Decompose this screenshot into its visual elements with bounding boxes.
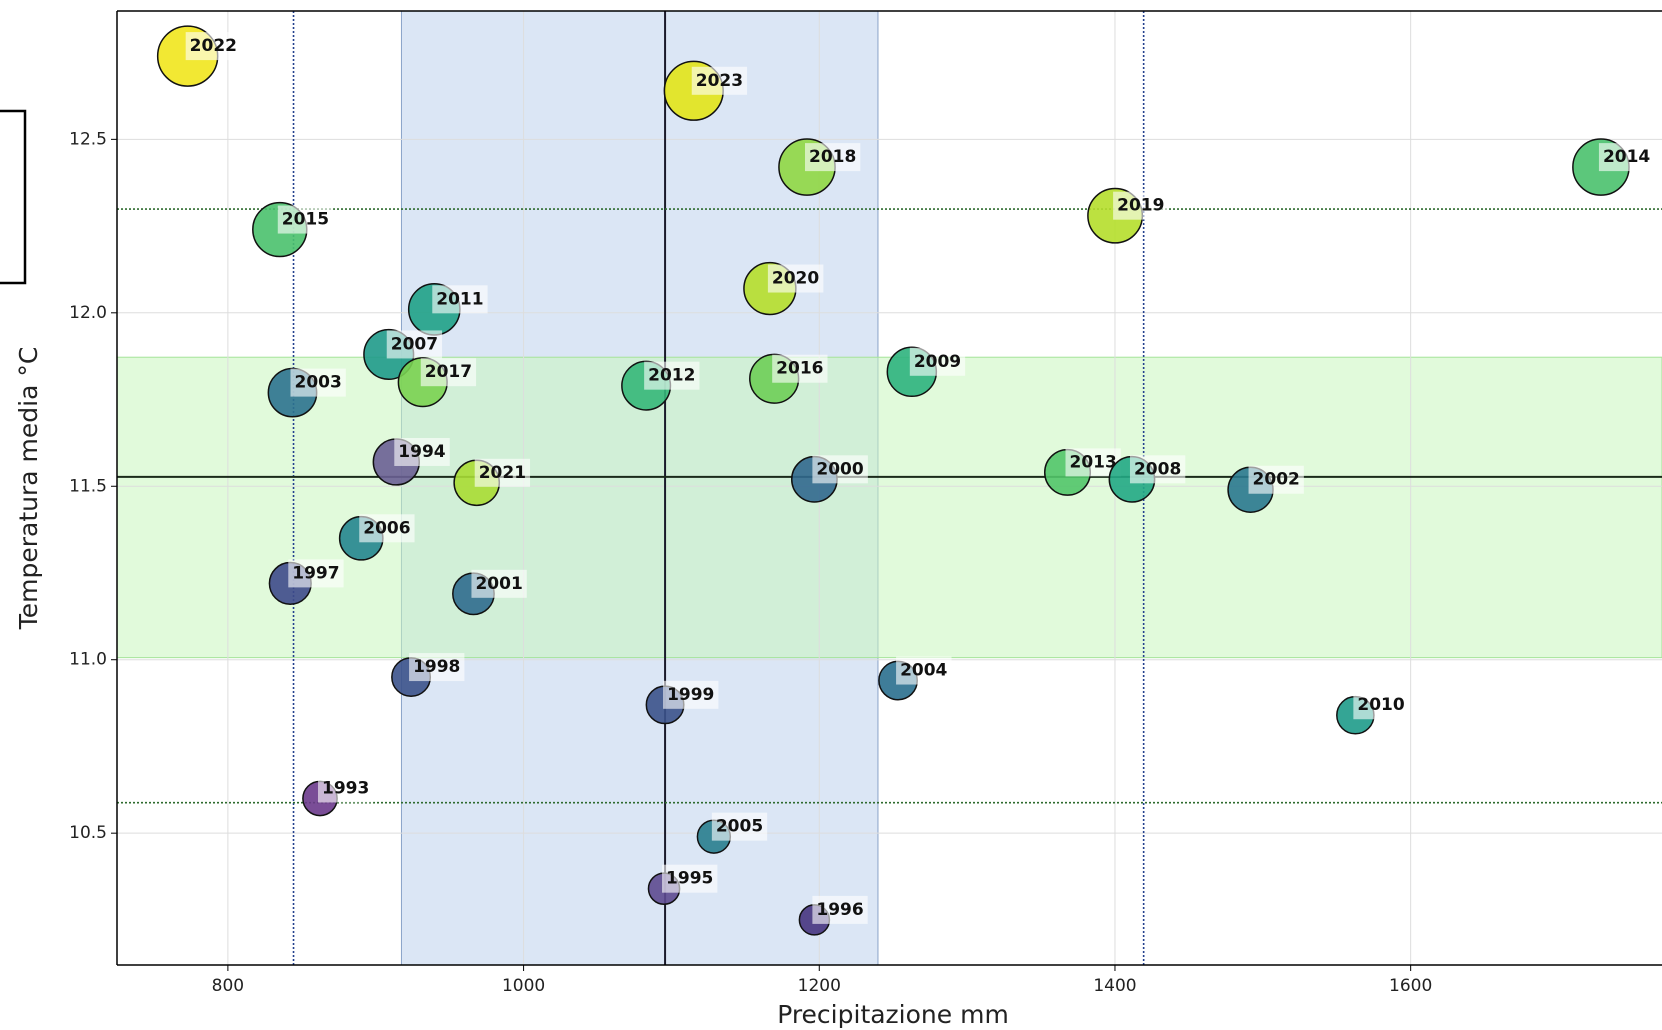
x-tick-label: 1600 — [1389, 976, 1432, 996]
y-tick-label: 12.0 — [69, 303, 107, 323]
point-label: 1998 — [413, 657, 460, 677]
label-box — [1248, 465, 1304, 494]
label-box — [185, 32, 241, 61]
y-tick-label: 11.5 — [69, 476, 107, 496]
legend-frame — [0, 109, 27, 285]
point-label: 2013 — [1070, 452, 1117, 472]
point-label: 2018 — [809, 147, 856, 167]
y-axis-label: Temperatura media °C — [14, 347, 43, 631]
label-box — [277, 205, 334, 234]
point-label: 2014 — [1603, 147, 1650, 167]
point-label: 2010 — [1357, 695, 1404, 715]
point-label: 2008 — [1134, 459, 1181, 479]
point-label: 1995 — [666, 869, 713, 889]
point-label: 1993 — [322, 778, 369, 798]
x-tick-label: 1400 — [1093, 976, 1136, 996]
label-box — [812, 455, 868, 484]
point-label: 2021 — [479, 463, 526, 483]
label-box — [812, 895, 868, 924]
horizontal-band — [116, 356, 1662, 659]
point-label: 1999 — [667, 685, 714, 705]
label-box — [317, 774, 374, 803]
label-box — [805, 143, 861, 172]
point-label: 2015 — [282, 210, 329, 230]
label-box — [644, 361, 700, 390]
point-label: 2017 — [425, 362, 472, 382]
label-box — [432, 285, 488, 314]
y-tick-label: 11.0 — [69, 650, 107, 670]
label-box — [290, 368, 346, 397]
x-axis-label: Precipitazione mm — [777, 1000, 1009, 1029]
point-label: 2007 — [391, 334, 438, 354]
label-box — [662, 864, 718, 893]
y-tick-label: 12.5 — [69, 129, 107, 149]
label-box — [288, 559, 344, 588]
point-label: 2012 — [648, 366, 695, 386]
x-tick-label: 1200 — [798, 976, 841, 996]
label-box — [772, 354, 828, 383]
point-label: 1997 — [292, 563, 339, 583]
label-box — [1598, 143, 1655, 172]
label-box — [1353, 691, 1409, 720]
point-label: 2020 — [772, 269, 819, 289]
point-label: 2000 — [816, 459, 863, 479]
point-label: 2016 — [776, 359, 823, 379]
point-label: 2011 — [436, 289, 483, 309]
point-label: 2003 — [294, 373, 341, 393]
y-tick-label: 10.5 — [69, 823, 107, 843]
x-tick-label: 1000 — [502, 976, 545, 996]
label-box — [386, 330, 443, 359]
label-box — [394, 437, 450, 466]
label-box — [471, 569, 527, 598]
label-box — [409, 653, 465, 682]
point-label: 2004 — [900, 661, 947, 681]
point-label: 2009 — [914, 352, 961, 372]
point-label: 2023 — [696, 71, 743, 91]
label-box — [909, 347, 966, 376]
point-label: 1996 — [816, 900, 863, 920]
point-label: 2002 — [1253, 470, 1300, 490]
label-box — [359, 514, 415, 543]
point-label: 1994 — [398, 442, 445, 462]
point-label: 2005 — [716, 817, 763, 837]
label-box — [420, 358, 477, 387]
point-label: 2019 — [1117, 196, 1164, 216]
label-box — [896, 656, 952, 685]
label-box — [1129, 455, 1186, 484]
label-box — [691, 66, 748, 95]
label-box — [767, 264, 824, 293]
x-tick-label: 800 — [212, 976, 244, 996]
point-label: 2022 — [190, 36, 237, 56]
point-label: 2006 — [363, 518, 410, 538]
label-box — [1113, 191, 1169, 220]
label-box — [663, 680, 719, 709]
label-box — [711, 812, 768, 841]
label-box — [474, 458, 531, 487]
point-label: 2001 — [475, 574, 522, 594]
